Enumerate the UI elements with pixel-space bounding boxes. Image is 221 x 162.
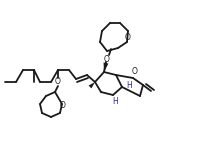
Text: O: O bbox=[104, 54, 110, 64]
Text: H: H bbox=[126, 81, 132, 89]
Polygon shape bbox=[89, 82, 95, 88]
Text: O: O bbox=[55, 77, 61, 87]
Polygon shape bbox=[104, 63, 109, 72]
Text: H: H bbox=[112, 98, 118, 106]
Text: O: O bbox=[60, 102, 66, 110]
Text: O: O bbox=[132, 68, 138, 76]
Text: O: O bbox=[125, 34, 131, 42]
